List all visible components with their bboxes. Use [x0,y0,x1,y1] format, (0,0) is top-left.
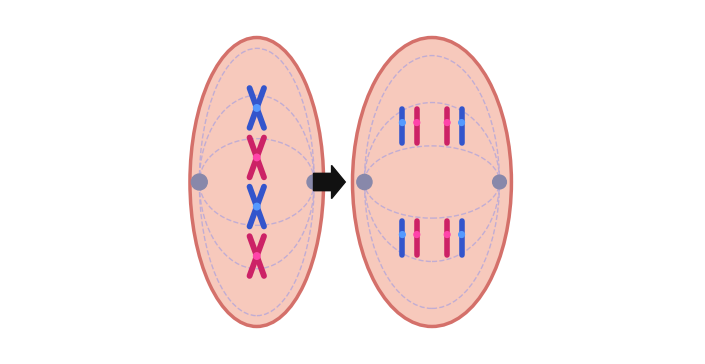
Circle shape [357,174,372,190]
Circle shape [254,105,260,111]
Circle shape [444,120,450,126]
Circle shape [444,232,450,237]
Circle shape [254,154,260,161]
Ellipse shape [190,37,324,327]
Circle shape [191,174,207,190]
Ellipse shape [352,37,511,327]
Circle shape [307,175,321,189]
FancyArrow shape [314,165,345,199]
Circle shape [459,232,465,237]
Circle shape [254,253,260,259]
Circle shape [493,175,506,189]
Circle shape [400,120,405,126]
Circle shape [400,232,405,237]
Circle shape [254,203,260,210]
Circle shape [414,232,419,237]
Circle shape [459,120,465,126]
Circle shape [414,120,419,126]
